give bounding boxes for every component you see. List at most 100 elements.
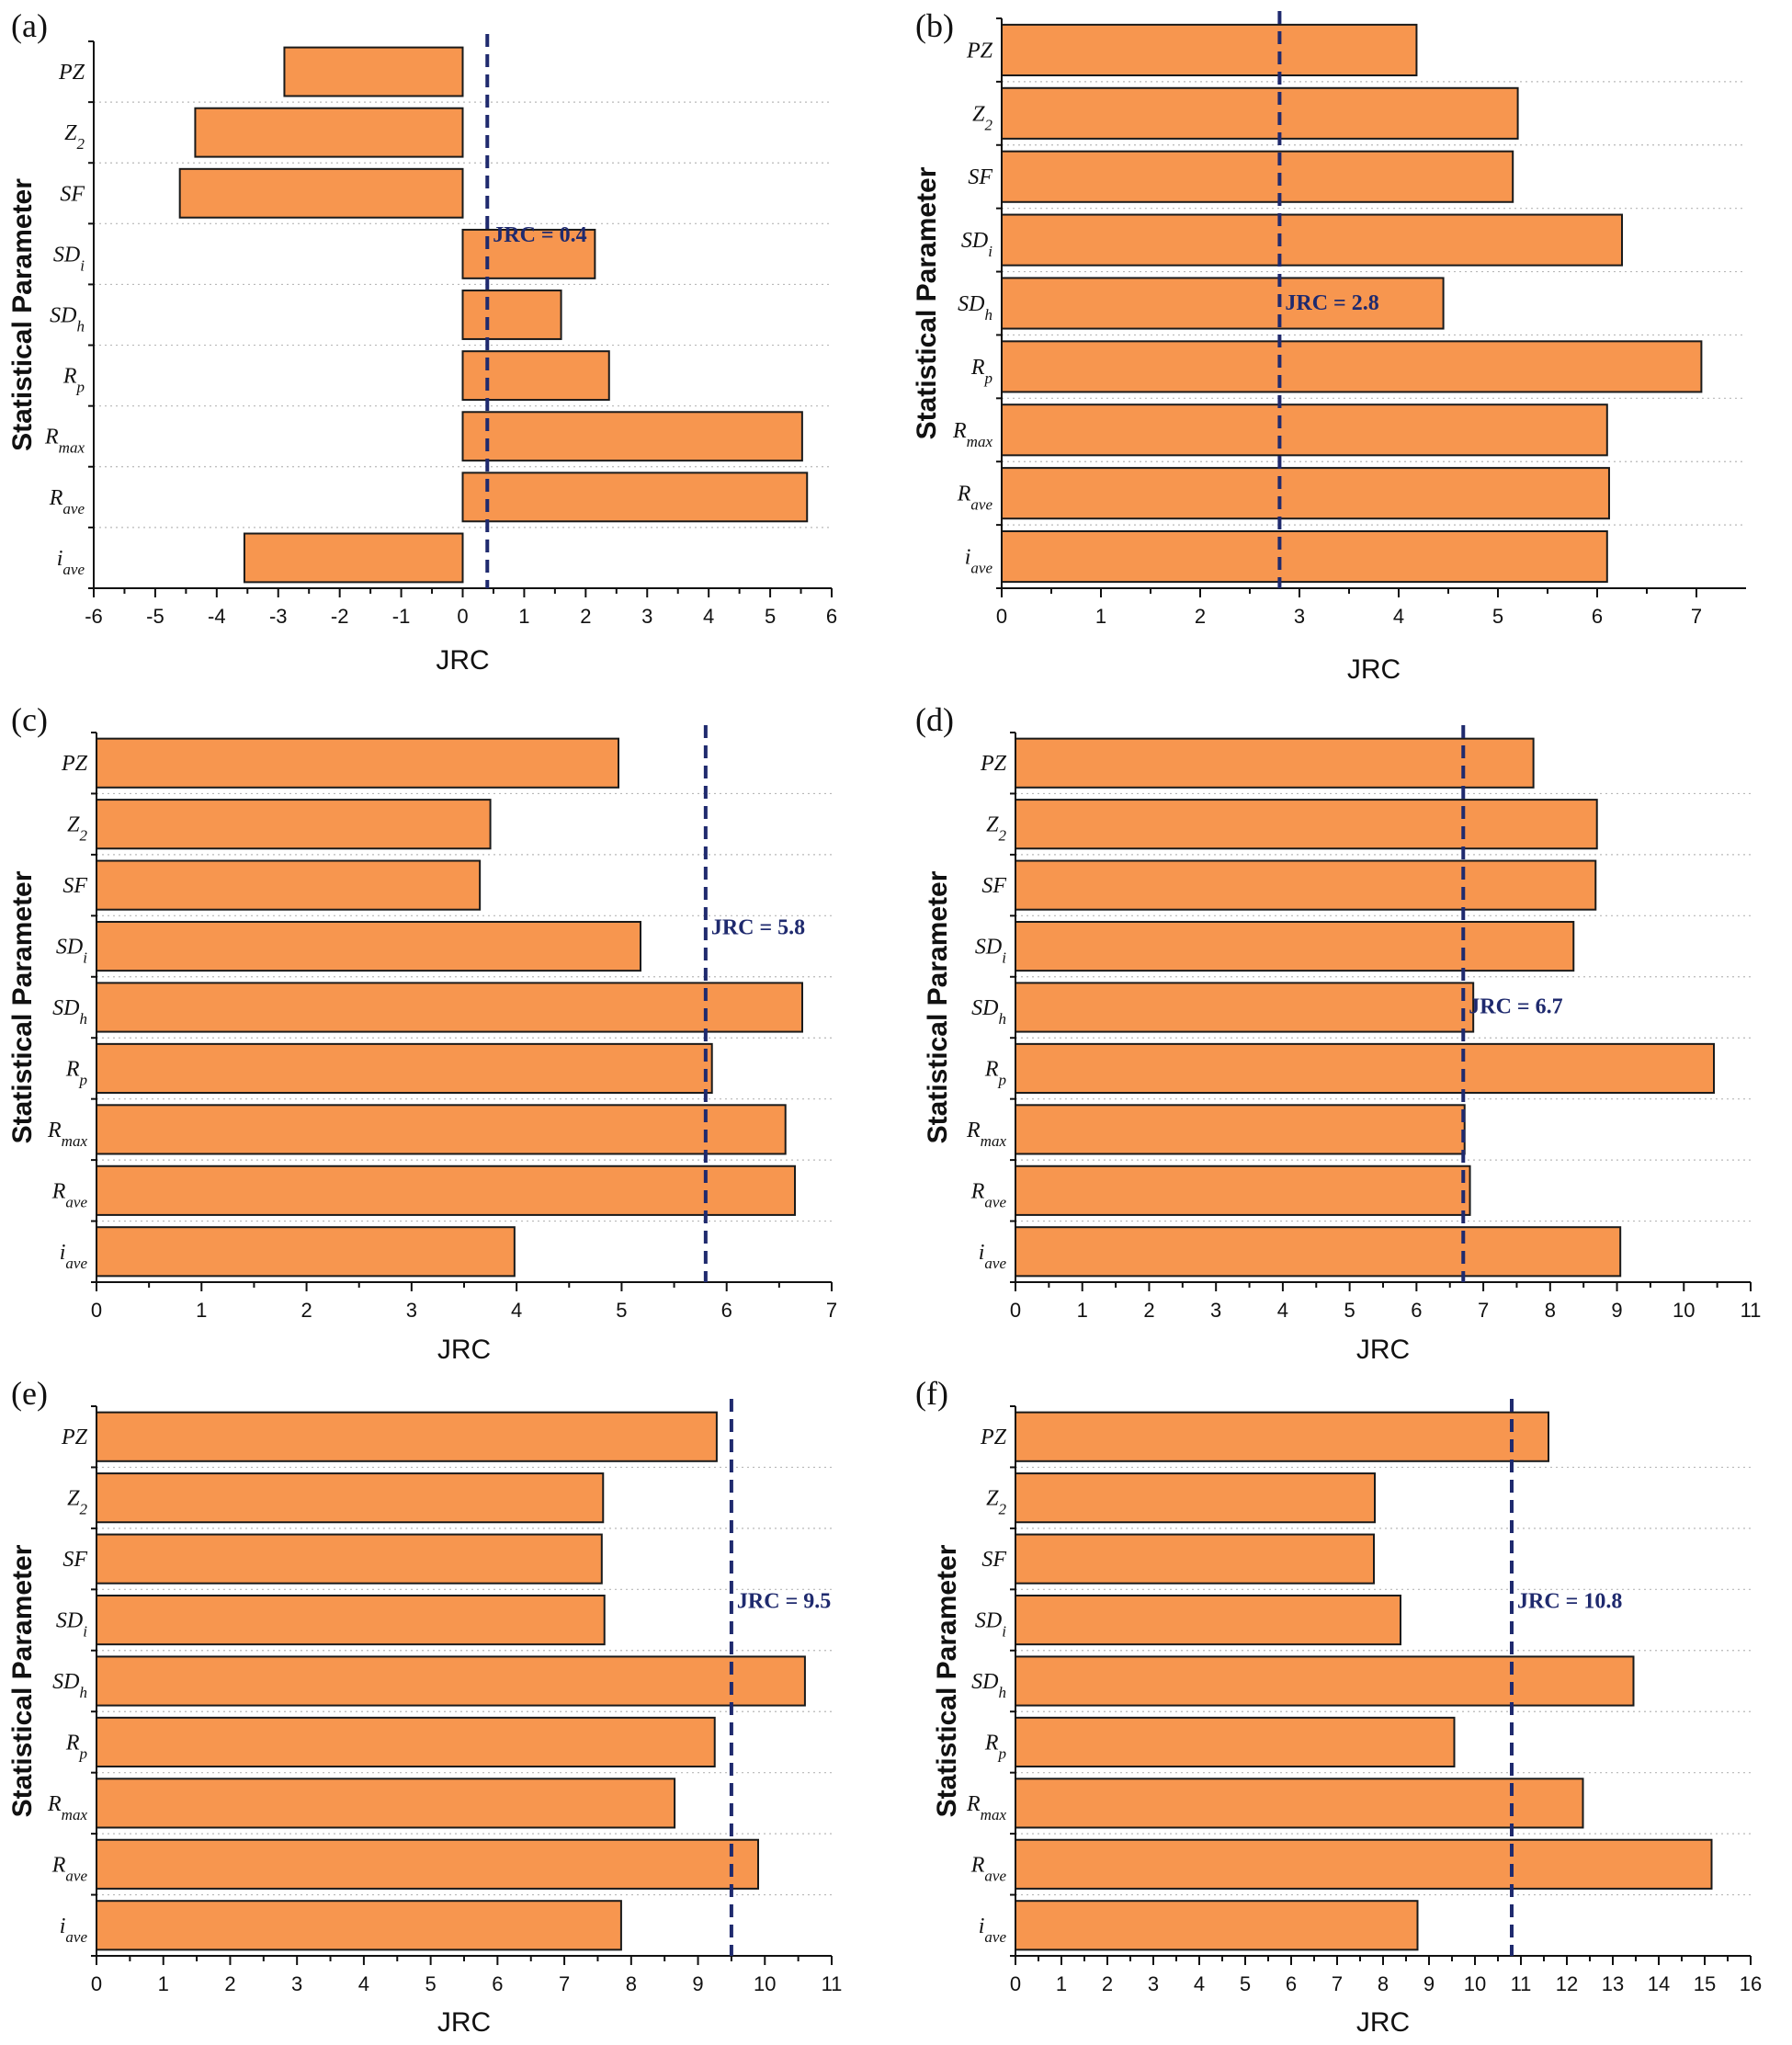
x-tick-label: 1 bbox=[196, 1299, 207, 1322]
category-label: iave bbox=[57, 547, 85, 578]
x-tick-label: -5 bbox=[146, 605, 164, 628]
reference-label: JRC = 6.7 bbox=[1469, 995, 1562, 1019]
category-label: SDi bbox=[961, 229, 992, 260]
category-label: Rp bbox=[65, 1731, 87, 1762]
panel-letter: (c) bbox=[11, 701, 48, 738]
category-label: Rave bbox=[970, 1853, 1007, 1884]
bar-sdi bbox=[96, 1594, 606, 1646]
bar-rave bbox=[1015, 1838, 1713, 1890]
x-axis-label: JRC bbox=[1356, 1335, 1410, 1365]
category-label: SDi bbox=[975, 1609, 1006, 1641]
category-label: SDh bbox=[52, 1670, 87, 1701]
category-label: iave bbox=[979, 1241, 1007, 1272]
panel-b: (b) PZ Z2 SF SDi SDh Rp Rmax Rave iave 0 1 2 3 4 5 6 7 JRC… bbox=[912, 7, 1746, 685]
category-label: SDh bbox=[50, 304, 85, 335]
x-tick-label: 0 bbox=[1010, 1972, 1021, 1995]
x-tick-label: 6 bbox=[721, 1299, 732, 1322]
x-tick-label: 4 bbox=[511, 1299, 522, 1322]
panel-letter: (d) bbox=[915, 701, 954, 738]
x-tick-label: 1 bbox=[158, 1972, 169, 1995]
x-tick-label: 5 bbox=[1344, 1299, 1355, 1322]
x-tick-label: 7 bbox=[1478, 1299, 1489, 1322]
bar-sf bbox=[178, 167, 464, 219]
x-tick-label: 7 bbox=[1691, 605, 1702, 628]
bar-pz bbox=[1015, 1411, 1549, 1462]
bar-rmax bbox=[96, 1104, 787, 1155]
category-label: SDh bbox=[52, 996, 87, 1028]
x-tick-label: 1 bbox=[1056, 1972, 1067, 1995]
x-tick-label: 6 bbox=[1411, 1299, 1422, 1322]
bar-iave bbox=[96, 1226, 516, 1278]
category-label: SDi bbox=[975, 936, 1006, 967]
x-tick-label: 5 bbox=[616, 1299, 627, 1322]
category-label: Rp bbox=[970, 356, 992, 387]
category-label: Z2 bbox=[972, 102, 992, 133]
x-tick-label: 2 bbox=[1102, 1972, 1113, 1995]
bar-sdh bbox=[96, 982, 803, 1033]
category-label: iave bbox=[965, 546, 993, 577]
bar-sdh bbox=[1001, 277, 1445, 330]
category-label: Rave bbox=[51, 1179, 88, 1210]
x-tick-label: 5 bbox=[765, 605, 776, 628]
x-tick-label: 8 bbox=[1378, 1972, 1389, 1995]
x-tick-label: -2 bbox=[331, 605, 349, 628]
category-label: PZ bbox=[980, 1426, 1007, 1449]
category-label: SF bbox=[968, 165, 992, 189]
x-tick-label: 10 bbox=[1464, 1972, 1486, 1995]
category-label: Rp bbox=[984, 1731, 1006, 1762]
bar-sf bbox=[1015, 859, 1597, 911]
bar-sf bbox=[1015, 1533, 1375, 1585]
x-tick-label: 5 bbox=[1240, 1972, 1251, 1995]
bar-z2 bbox=[1001, 86, 1519, 140]
category-label: PZ bbox=[58, 61, 85, 85]
category-label: SF bbox=[62, 874, 87, 898]
category-label: SDh bbox=[958, 292, 992, 324]
x-tick-label: 9 bbox=[1423, 1972, 1435, 1995]
x-tick-label: 2 bbox=[580, 605, 591, 628]
category-label: SF bbox=[62, 1548, 87, 1572]
x-tick-label: 1 bbox=[518, 605, 529, 628]
panel-c: (c) PZ Z2 SF SDi SDh Rp Rmax Rave iave 0 1 2 3 4 5 6 7 JRC… bbox=[7, 701, 837, 1365]
bar-rave bbox=[96, 1838, 759, 1890]
bar-rp bbox=[1015, 1716, 1456, 1768]
x-tick-label: -4 bbox=[208, 605, 226, 628]
bar-z2 bbox=[1015, 799, 1598, 850]
bar-z2 bbox=[194, 107, 464, 158]
category-label: Z2 bbox=[986, 813, 1006, 845]
panel-letter: (b) bbox=[915, 7, 954, 44]
category-label: PZ bbox=[61, 1426, 88, 1449]
bar-sdh bbox=[1015, 1655, 1635, 1707]
bar-pz bbox=[283, 46, 464, 97]
x-axis-label: JRC bbox=[1347, 654, 1401, 685]
x-tick-label: 8 bbox=[626, 1972, 637, 1995]
bar-iave bbox=[1015, 1900, 1419, 1951]
bar-rp bbox=[96, 1042, 713, 1095]
bar-rmax bbox=[1015, 1104, 1466, 1155]
category-label: Rmax bbox=[966, 1119, 1006, 1150]
panel-d: (d) PZ Z2 SF SDi SDh Rp Rmax Rave iave 0 1 2 3 4 5 6 7 8 9 1… bbox=[915, 701, 1761, 1365]
x-tick-label: -3 bbox=[269, 605, 288, 628]
bar-rave bbox=[96, 1165, 796, 1216]
x-tick-label: 11 bbox=[1741, 1299, 1762, 1322]
x-tick-label: 2 bbox=[224, 1972, 235, 1995]
category-label: SF bbox=[981, 874, 1006, 898]
category-label: Rp bbox=[62, 365, 85, 396]
category-label: SDi bbox=[56, 936, 87, 967]
x-tick-label: -6 bbox=[85, 605, 103, 628]
category-label: Rmax bbox=[952, 419, 992, 450]
category-label: PZ bbox=[61, 752, 88, 776]
category-label: Rp bbox=[65, 1057, 87, 1088]
category-label: Z2 bbox=[64, 121, 85, 153]
bar-rmax bbox=[96, 1778, 676, 1829]
x-tick-label: 1 bbox=[1095, 605, 1106, 628]
x-tick-label: 12 bbox=[1556, 1972, 1578, 1995]
bar-sdi bbox=[1015, 1594, 1401, 1646]
reference-label: JRC = 2.8 bbox=[1285, 291, 1378, 315]
y-axis-label: Statistical Parameter bbox=[912, 166, 942, 439]
bar-sdh bbox=[461, 290, 562, 340]
x-tick-label: 0 bbox=[91, 1299, 102, 1322]
panel-e: (e) PZ Z2 SF SDi SDh Rp Rmax Rave iave 0 1 2 3 4 5 6 7 8 9 1… bbox=[7, 1375, 842, 2038]
category-label: Z2 bbox=[986, 1487, 1006, 1518]
category-label: iave bbox=[60, 1914, 88, 1946]
